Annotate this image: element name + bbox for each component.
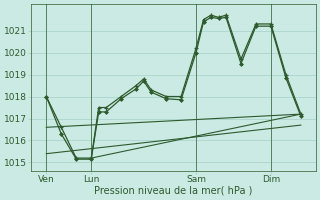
X-axis label: Pression niveau de la mer( hPa ): Pression niveau de la mer( hPa ) [94,186,253,196]
